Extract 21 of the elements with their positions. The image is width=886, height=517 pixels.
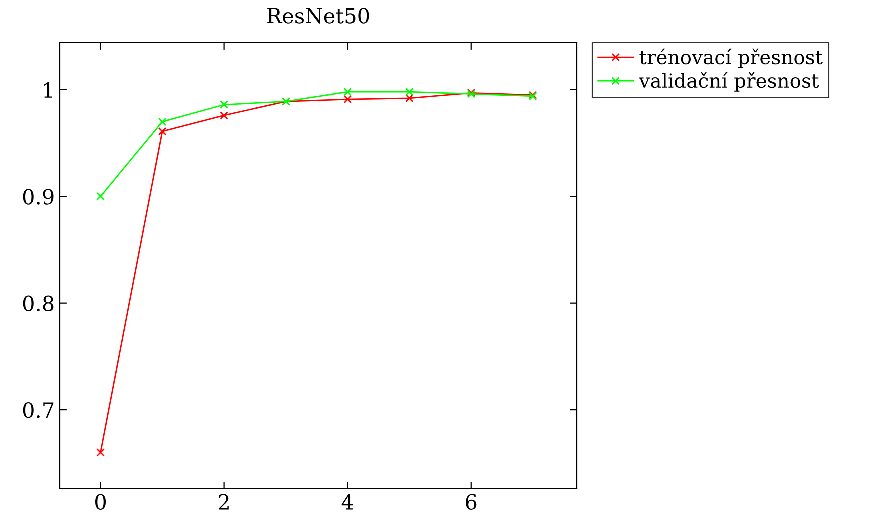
point: [220, 111, 228, 120]
y-tick-label: 1: [44, 82, 52, 98]
x-tick-label: 4: [342, 494, 354, 510]
point: [405, 88, 414, 96]
point: [344, 95, 352, 104]
legend-label: trénovací přesnost: [640, 48, 823, 68]
x-tick-label: 6: [466, 494, 477, 510]
point: [158, 127, 167, 136]
x-tick-label: 2: [219, 494, 229, 510]
point: [344, 88, 352, 96]
point: [158, 118, 167, 126]
y-tick-label: 0.8: [23, 296, 54, 312]
point: [220, 100, 228, 110]
point: [405, 94, 414, 103]
point: [96, 448, 105, 457]
y-tick-label: 0.9: [23, 189, 54, 205]
y-tick-label: 0.7: [23, 402, 54, 418]
point: [96, 192, 105, 201]
x-tick-label: 0: [96, 494, 106, 510]
legend-label: validační přesnost: [639, 72, 820, 92]
chart-title: ResNet50: [268, 8, 370, 24]
